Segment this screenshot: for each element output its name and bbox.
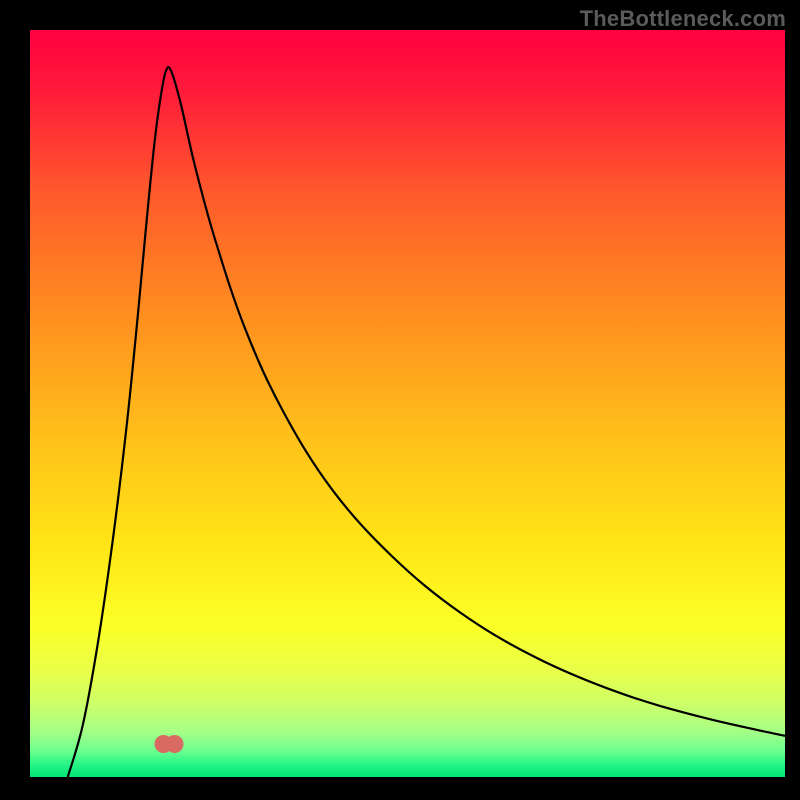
plot-area: [30, 30, 785, 777]
bottleneck-curve: [30, 30, 785, 777]
frame-border-right: [785, 0, 800, 800]
chart-stage: TheBottleneck.com: [0, 0, 800, 800]
optimal-point-marker: [157, 738, 180, 750]
watermark-text: TheBottleneck.com: [580, 6, 786, 32]
frame-border-bottom: [0, 777, 800, 800]
frame-border-left: [0, 0, 30, 800]
bottleneck-curve-path: [68, 67, 785, 777]
